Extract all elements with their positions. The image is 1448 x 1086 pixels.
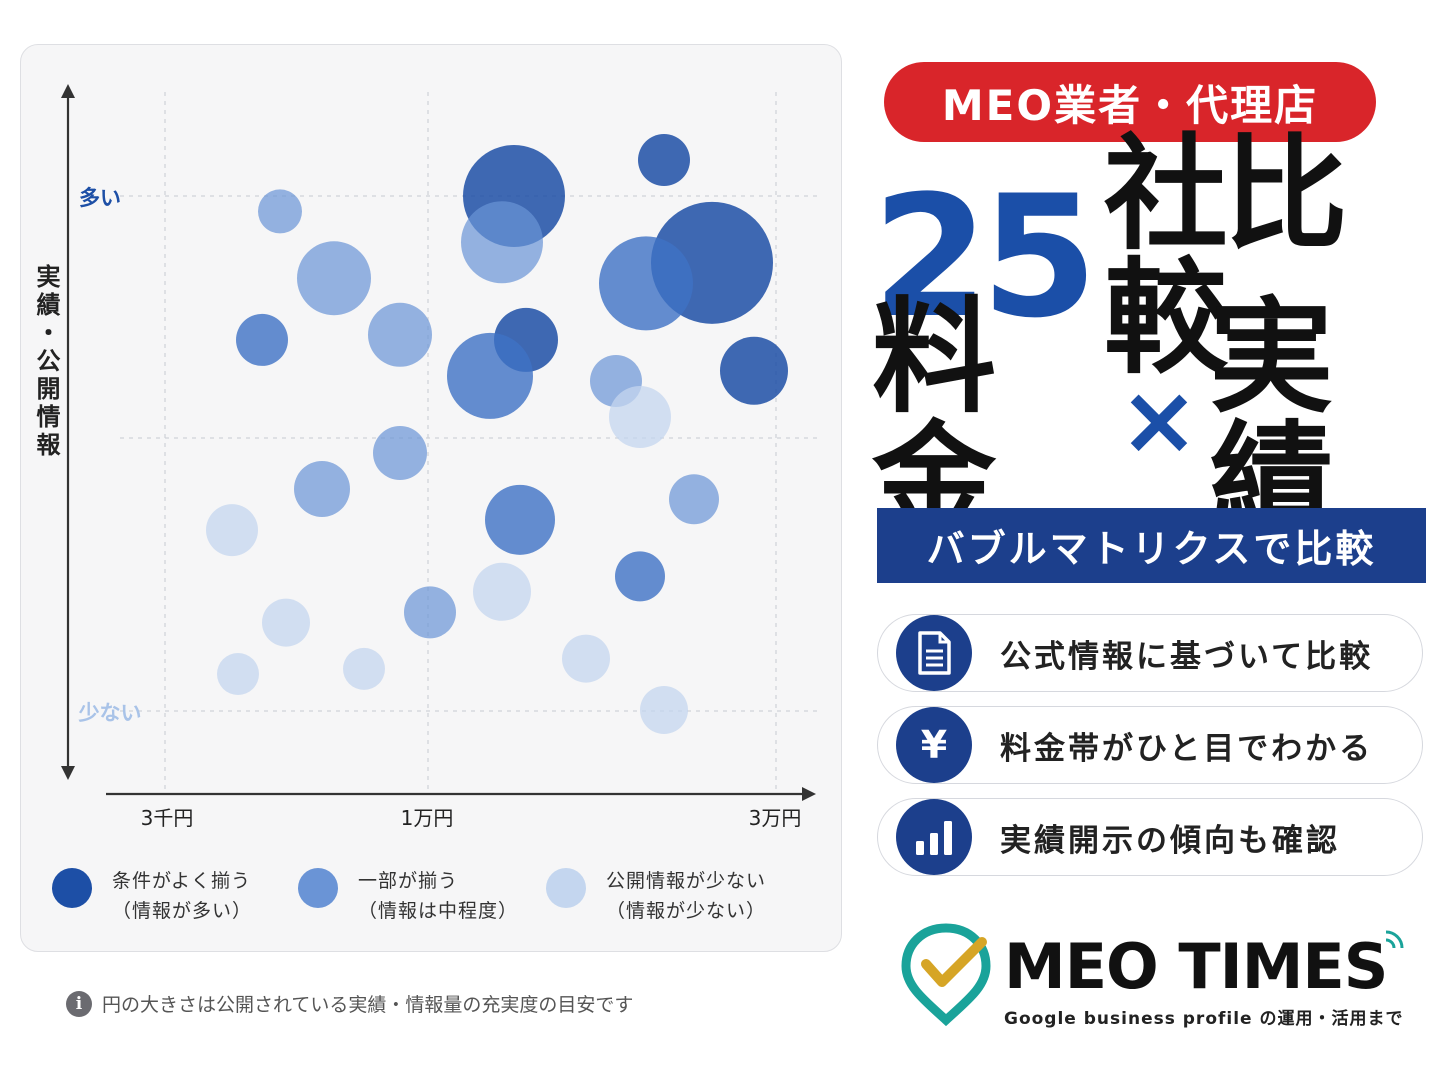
bubble-point (262, 598, 310, 647)
category-pill: MEO業者・代理店 (884, 62, 1376, 142)
headline-times: × (1118, 364, 1199, 476)
bubble-point (373, 426, 427, 480)
feature-price-range: ¥ 料金帯がひと目でわかる (877, 706, 1423, 784)
legend-dot-full (52, 868, 92, 908)
size-note: i 円の大きさは公開されている実績・情報量の充実度の目安です (66, 990, 633, 1017)
headline-kanji: 社比較 (1103, 123, 1348, 391)
bubble-point (404, 586, 456, 639)
x-axis-arrow (802, 787, 816, 801)
feature-label: 実績開示の傾向も確認 (1000, 822, 1340, 859)
document-icon (896, 615, 972, 691)
bubble-point (599, 236, 693, 331)
yen-icon: ¥ (896, 707, 972, 783)
feature-record-trend: 実績開示の傾向も確認 (877, 798, 1423, 876)
y-tick-few: 少ない (78, 701, 142, 725)
axes (61, 84, 816, 801)
size-note-text: 円の大きさは公開されている実績・情報量の充実度の目安です (102, 994, 634, 1016)
bubble-point (447, 332, 533, 419)
bubble-point (217, 653, 259, 696)
bubble-point (720, 336, 788, 405)
signal-icon (1385, 930, 1404, 949)
y-tick-many: 多い (79, 186, 121, 210)
headline-record: 実績 (1209, 286, 1333, 554)
meo-times-logo: MEO TIMES Google business profile の運用・活用… (900, 920, 1420, 1030)
headline-number: 25 (872, 159, 1098, 355)
bubble-point (640, 686, 688, 734)
bubbles (206, 134, 788, 734)
bubble-point (461, 201, 543, 284)
legend-label-few: 公開情報が少ない （情報が少ない） (606, 870, 767, 922)
bubble-point (473, 562, 531, 621)
feature-official-info: 公式情報に基づいて比較 (877, 614, 1423, 692)
bubble-point (236, 313, 288, 366)
bubble-point (609, 386, 671, 449)
bubble-point (258, 189, 302, 234)
bubble-point (206, 504, 258, 557)
bubble-point (669, 474, 719, 525)
legend-item-full: 条件がよく揃う （情報が多い） (52, 866, 252, 926)
info-icon: i (66, 990, 92, 1017)
headline-row2: 料金 × 実績 (872, 296, 1442, 544)
legend-dot-few (546, 868, 586, 908)
feature-label: 公式情報に基づいて比較 (1000, 638, 1374, 675)
bubble-point (294, 460, 350, 517)
feature-label: 料金帯がひと目でわかる (1000, 730, 1374, 767)
method-banner: バブルマトリクスで比較 (877, 508, 1426, 583)
x-tick-label: 3万円 (749, 806, 802, 830)
logo-wordmark: MEO TIMES (1004, 930, 1388, 1003)
pin-check-icon (901, 923, 991, 1027)
bubble-point (297, 241, 371, 316)
y-axis-arrow-down (61, 766, 75, 780)
legend-label-partial: 一部が揃う （情報は中程度） (358, 870, 519, 922)
legend-item-few: 公開情報が少ない （情報が少ない） (546, 866, 766, 926)
x-tick-label: 3千円 (141, 806, 194, 830)
headline-price: 料金 (872, 286, 996, 554)
y-axis-arrow-up (61, 84, 75, 98)
legend-label-full: 条件がよく揃う （情報が多い） (112, 870, 253, 922)
bar-chart-icon (896, 799, 972, 875)
logo-tagline: Google business profile の運用・活用まで (1004, 1009, 1404, 1029)
bubble-point (343, 647, 385, 690)
headline-row1: 25 社比較 (872, 133, 1442, 381)
legend-dot-partial (298, 868, 338, 908)
bubble-point (368, 302, 432, 367)
bubble-point (615, 551, 665, 602)
y-axis-label: 実績・公開情報 (32, 263, 60, 460)
bubble-point (485, 484, 555, 555)
x-tick-label: 1万円 (401, 806, 454, 830)
legend-item-partial: 一部が揃う （情報は中程度） (298, 866, 518, 926)
bubble-point (562, 634, 610, 683)
bubble-point (638, 134, 690, 187)
